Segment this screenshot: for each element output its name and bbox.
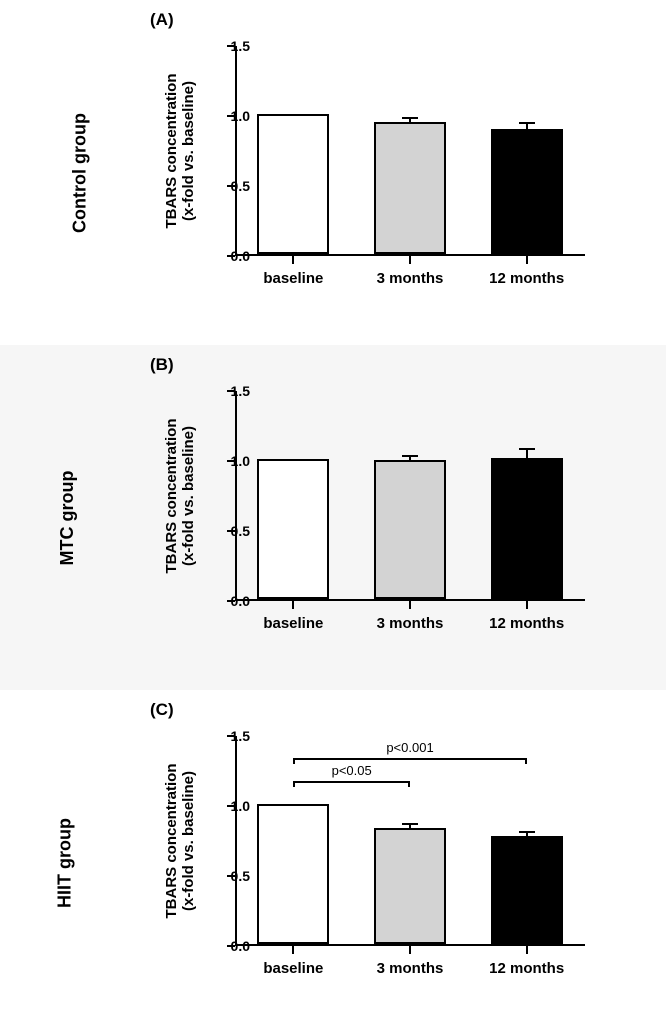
row-label-c: HIIT group (54, 818, 75, 908)
chart: TBARS concentration(x-fold vs. baseline)… (140, 726, 610, 1006)
y-tick (227, 115, 235, 117)
x-tick-label: 12 months (489, 615, 564, 632)
x-tick (526, 601, 528, 609)
y-tick (227, 805, 235, 807)
bar (257, 459, 329, 599)
y-axis-label: TBARS concentration(x-fold vs. baseline) (163, 418, 198, 573)
panel-b: MTC group (B) TBARS concentration(x-fold v… (0, 345, 666, 690)
bar (491, 836, 563, 944)
x-tick (526, 256, 528, 264)
y-tick (227, 530, 235, 532)
bar (257, 804, 329, 944)
chart: TBARS concentration(x-fold vs. baseline)… (140, 36, 610, 316)
bar (374, 460, 446, 599)
row-label-a: Control group (69, 113, 90, 233)
x-tick-label: baseline (263, 960, 323, 977)
x-tick (409, 256, 411, 264)
panel-a: Control group (A) TBARS concentration(x-fo… (0, 0, 666, 345)
sig-bracket-drop (293, 758, 295, 764)
y-tick (227, 45, 235, 47)
bar (257, 114, 329, 254)
sig-bracket (293, 781, 410, 783)
row-label-b: MTC group (57, 470, 78, 565)
y-axis-label: TBARS concentration(x-fold vs. baseline) (163, 763, 198, 918)
y-tick (227, 600, 235, 602)
bar (491, 129, 563, 254)
y-axis (235, 391, 237, 601)
y-axis-label: TBARS concentration(x-fold vs. baseline) (163, 73, 198, 228)
panel-tag: (B) (150, 355, 610, 375)
plot-area (235, 391, 585, 601)
x-tick (292, 946, 294, 954)
bar (374, 828, 446, 944)
y-axis (235, 736, 237, 946)
sig-bracket-drop (293, 781, 295, 787)
bar (374, 122, 446, 254)
plot-area (235, 46, 585, 256)
y-tick (227, 390, 235, 392)
sig-label: p<0.05 (332, 763, 372, 778)
x-tick-label: 3 months (377, 270, 444, 287)
sig-bracket-drop (525, 758, 527, 764)
panel-tag: (C) (150, 700, 610, 720)
error-cap (402, 117, 418, 119)
x-tick (409, 601, 411, 609)
x-tick-label: baseline (263, 615, 323, 632)
x-tick (292, 601, 294, 609)
panel-content: (A) TBARS concentration(x-fold vs. baseli… (140, 10, 610, 316)
error-cap (519, 122, 535, 124)
sig-label: p<0.001 (386, 740, 433, 755)
sig-bracket-drop (408, 781, 410, 787)
panel-content: (B) TBARS concentration(x-fold vs. baseli… (140, 355, 610, 661)
y-axis (235, 46, 237, 256)
y-tick (227, 460, 235, 462)
x-tick-label: 12 months (489, 270, 564, 287)
x-tick-label: 3 months (377, 615, 444, 632)
y-tick (227, 185, 235, 187)
y-tick (227, 945, 235, 947)
x-tick-label: 3 months (377, 960, 444, 977)
plot-area: p<0.05 p<0.001 (235, 736, 585, 946)
x-tick-label: baseline (263, 270, 323, 287)
chart: TBARS concentration(x-fold vs. baseline)… (140, 381, 610, 661)
error-cap (519, 448, 535, 450)
x-tick (292, 256, 294, 264)
error-cap (519, 831, 535, 833)
panel-content: (C) TBARS concentration(x-fold vs. baseli… (140, 700, 610, 1006)
x-tick-label: 12 months (489, 960, 564, 977)
y-tick (227, 255, 235, 257)
error-cap (402, 823, 418, 825)
panel-tag: (A) (150, 10, 610, 30)
sig-bracket (293, 758, 526, 760)
error-cap (402, 455, 418, 457)
x-tick (526, 946, 528, 954)
bar (491, 458, 563, 599)
y-tick (227, 875, 235, 877)
x-tick (409, 946, 411, 954)
panel-c: HIIT group (C) TBARS concentration(x-fold … (0, 690, 666, 1035)
y-tick (227, 735, 235, 737)
